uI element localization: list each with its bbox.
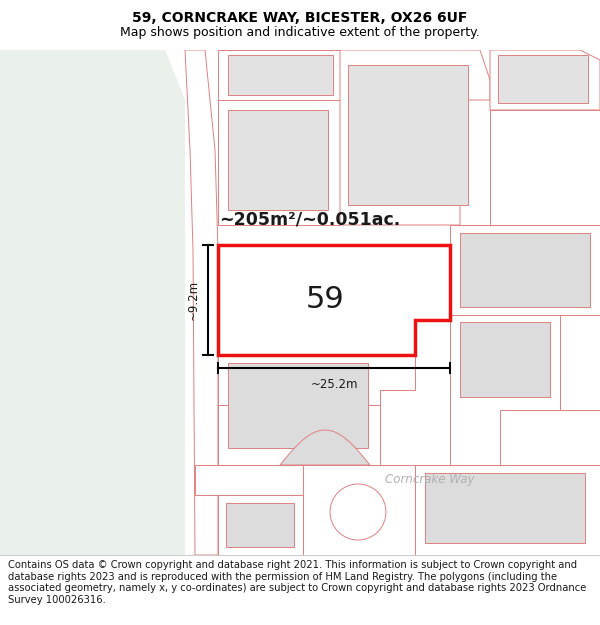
Bar [195, 465, 600, 495]
Bar [228, 110, 328, 210]
Bar [460, 322, 550, 397]
Polygon shape [0, 50, 185, 555]
Bar [460, 233, 590, 307]
Polygon shape [218, 355, 415, 465]
Bar [218, 495, 303, 555]
Bar [348, 65, 468, 205]
Bar [228, 363, 368, 448]
Text: 59: 59 [305, 286, 344, 314]
Text: Map shows position and indicative extent of the property.: Map shows position and indicative extent… [120, 26, 480, 39]
Polygon shape [280, 430, 370, 465]
Text: ~9.2m: ~9.2m [187, 280, 200, 320]
Text: ~25.2m: ~25.2m [310, 378, 358, 391]
Polygon shape [450, 225, 600, 315]
Polygon shape [218, 405, 380, 465]
Polygon shape [218, 245, 450, 355]
Text: ~205m²/~0.051ac.: ~205m²/~0.051ac. [220, 211, 401, 229]
Polygon shape [303, 465, 415, 555]
Polygon shape [218, 50, 370, 100]
Polygon shape [218, 100, 340, 225]
Polygon shape [0, 50, 185, 555]
Polygon shape [560, 315, 600, 410]
Text: 59, CORNCRAKE WAY, BICESTER, OX26 6UF: 59, CORNCRAKE WAY, BICESTER, OX26 6UF [133, 11, 467, 25]
Text: Corncrake Way: Corncrake Way [385, 474, 475, 486]
Bar [226, 503, 294, 547]
Polygon shape [340, 50, 490, 225]
Bar [228, 253, 383, 343]
Bar [425, 473, 585, 543]
Polygon shape [185, 50, 218, 555]
Bar [228, 55, 333, 95]
Text: Contains OS data © Crown copyright and database right 2021. This information is : Contains OS data © Crown copyright and d… [8, 560, 586, 605]
Circle shape [330, 484, 386, 540]
Polygon shape [490, 110, 600, 225]
Polygon shape [490, 50, 600, 110]
Polygon shape [415, 465, 600, 555]
Polygon shape [450, 315, 600, 465]
Bar [498, 55, 588, 103]
